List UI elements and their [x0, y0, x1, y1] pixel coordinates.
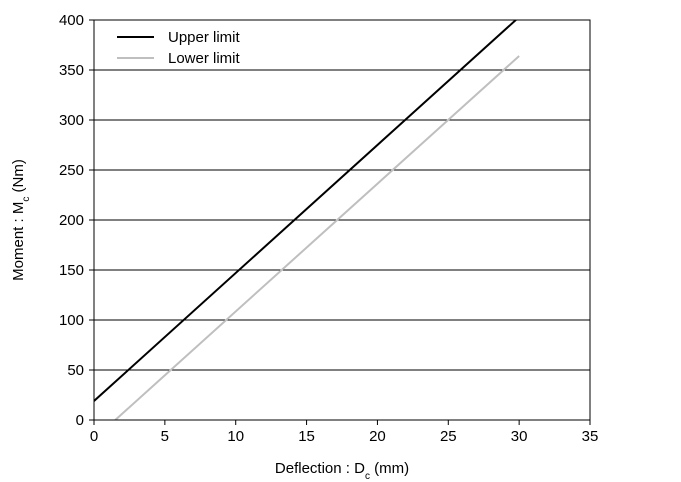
series-line-upper-limit [94, 20, 518, 402]
x-tick-label-20: 20 [369, 428, 386, 445]
grid-lines [94, 69, 590, 371]
x-tick-label-15: 15 [298, 428, 315, 445]
x-tick-label-35: 35 [582, 428, 599, 445]
y-tick-label-0: 0 [76, 412, 84, 429]
legend-label-upper-limit: Upper limit [168, 29, 241, 46]
x-tick-label-10: 10 [227, 428, 244, 445]
y-axis-title: Moment : Mc (Nm) [10, 159, 32, 281]
legend-label-lower-limit: Lower limit [168, 50, 241, 67]
y-axis-title-sub: c [21, 197, 32, 202]
x-tick-label-30: 30 [511, 428, 528, 445]
x-axis-title: Deflection : Dc (mm) [275, 460, 409, 482]
series-lines [94, 20, 520, 420]
x-tick-label-25: 25 [440, 428, 457, 445]
y-tick-label-200: 200 [59, 212, 84, 229]
y-tick-label-350: 350 [59, 62, 84, 79]
y-tick-label-150: 150 [59, 262, 84, 279]
y-axis-title-main: Moment : M [10, 202, 27, 281]
y-tick-label-300: 300 [59, 112, 84, 129]
legend: Upper limit Lower limit [117, 29, 241, 67]
series-line-lower-limit [114, 55, 520, 420]
y-axis-title-unit: (Nm) [10, 159, 27, 197]
y-ticks: 0 50 100 150 200 250 300 350 400 [59, 12, 94, 429]
x-axis-title-sub: c [365, 471, 370, 482]
x-tick-label-0: 0 [90, 428, 98, 445]
y-tick-label-100: 100 [59, 312, 84, 329]
y-tick-label-250: 250 [59, 162, 84, 179]
x-tick-label-5: 5 [161, 428, 169, 445]
x-axis-title-unit: (mm) [370, 460, 409, 477]
x-axis-title-main: Deflection : D [275, 460, 365, 477]
x-ticks: 0 5 10 15 20 25 30 35 [90, 420, 599, 445]
y-tick-label-50: 50 [67, 362, 84, 379]
y-tick-label-400: 400 [59, 12, 84, 29]
